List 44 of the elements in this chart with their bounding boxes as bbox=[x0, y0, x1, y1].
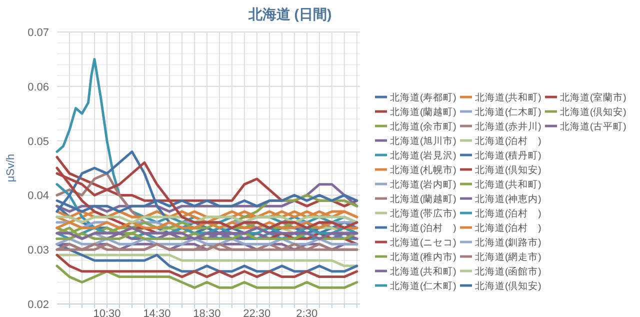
x-tick-label: 22:30 bbox=[243, 308, 271, 317]
legend-label: 北海道(旭川市) bbox=[390, 135, 456, 147]
legend-label: 北海道(倶知安) bbox=[475, 164, 542, 176]
legend-label: 北海道(泊村 ) bbox=[475, 222, 542, 234]
legend-label: 北海道(泊村 ) bbox=[475, 208, 542, 220]
legend-label: 北海道(蘭越町) bbox=[390, 106, 456, 118]
legend-label: 北海道(網走市) bbox=[475, 251, 542, 263]
legend-label: 北海道(帯広市) bbox=[390, 208, 456, 220]
legend-label: 北海道(寿都町) bbox=[390, 92, 456, 104]
x-tick-label: 2:30 bbox=[296, 308, 318, 317]
legend-label: 北海道(倶知安) bbox=[475, 280, 542, 292]
legend-label: 北海道(共和町) bbox=[390, 266, 456, 278]
x-tick-label: 10:30 bbox=[93, 308, 121, 317]
chart-title: 北海道 (日間) bbox=[247, 6, 332, 22]
legend-label: 北海道(倶知安) bbox=[560, 106, 626, 118]
legend-label: 北海道(神恵内) bbox=[475, 193, 542, 205]
legend-label: 北海道(稚内市) bbox=[390, 251, 456, 263]
legend-label: 北海道(函館市) bbox=[475, 266, 542, 278]
legend-label: 北海道(余市町) bbox=[390, 120, 456, 132]
legend-label: 北海道(岩見沢) bbox=[390, 150, 456, 162]
legend-label: 北海道(赤井川) bbox=[475, 120, 542, 132]
legend-label: 北海道(古平町) bbox=[560, 120, 626, 132]
legend-label: 北海道(泊村 ) bbox=[390, 222, 456, 234]
y-axis-title: μSv/h bbox=[5, 154, 17, 182]
legend-label: 北海道(仁木町) bbox=[390, 280, 456, 292]
legend-label: 北海道(共和町) bbox=[475, 92, 542, 104]
legend-label: 北海道(ニセコ) bbox=[390, 236, 456, 248]
y-tick-label: 0.02 bbox=[28, 299, 49, 311]
y-tick-label: 0.03 bbox=[28, 244, 49, 257]
legend-label: 北海道(仁木町) bbox=[475, 106, 542, 118]
y-tick-label: 0.05 bbox=[28, 136, 49, 148]
legend-label: 北海道(泊村 ) bbox=[475, 135, 542, 147]
legend-label: 北海道(共和町) bbox=[475, 178, 542, 190]
y-tick-label: 0.04 bbox=[28, 190, 49, 202]
legend-label: 北海道(積丹町) bbox=[475, 150, 542, 162]
x-tick-label: 18:30 bbox=[193, 308, 221, 317]
legend-label: 北海道(蘭越町) bbox=[390, 193, 456, 205]
legend-label: 北海道(釧路市) bbox=[475, 236, 542, 248]
x-tick-label: 14:30 bbox=[143, 308, 171, 317]
legend-label: 北海道(札幌市) bbox=[390, 164, 456, 176]
y-tick-label: 0.06 bbox=[28, 81, 49, 94]
legend-label: 北海道(岩内町) bbox=[390, 178, 456, 190]
legend-label: 北海道(室蘭市) bbox=[560, 92, 626, 104]
y-tick-label: 0.07 bbox=[28, 27, 49, 39]
